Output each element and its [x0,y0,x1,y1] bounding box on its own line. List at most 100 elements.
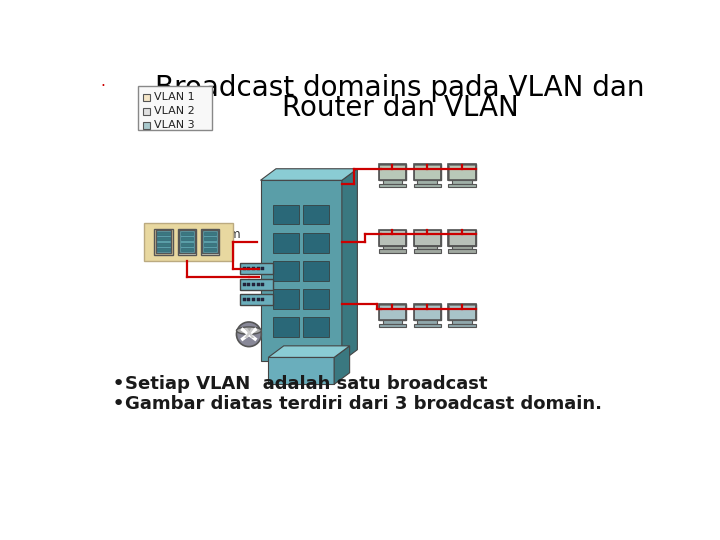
Bar [143,122,150,129]
FancyBboxPatch shape [240,279,274,289]
Bar [243,298,246,301]
Bar [204,237,216,240]
Bar [414,231,440,245]
Text: Broadcast domains pada VLAN dan: Broadcast domains pada VLAN dan [156,74,644,102]
Bar [413,164,441,180]
Bar [204,232,216,235]
Text: X: X [243,327,254,341]
Bar [158,237,170,240]
Bar [449,324,476,327]
Polygon shape [342,168,357,361]
Polygon shape [261,180,342,361]
Bar [303,205,329,225]
Bar [252,298,255,301]
Bar [418,320,437,324]
Text: Setiap VLAN  adalah satu broadcast: Setiap VLAN adalah satu broadcast [125,375,487,393]
Bar [379,305,405,320]
Bar [181,232,193,235]
Text: Gambar diatas terdiri dari 3 broadcast domain.: Gambar diatas terdiri dari 3 broadcast d… [125,395,602,413]
Bar [181,237,193,240]
Bar [382,320,402,324]
Bar [303,317,329,337]
Bar [413,249,441,253]
Bar [273,233,299,253]
Text: VLAN 3: VLAN 3 [153,120,194,130]
Bar [414,165,440,179]
Bar [181,242,193,246]
Bar [248,267,251,271]
Bar [449,304,476,320]
Bar [248,298,251,301]
Bar [379,249,406,253]
Bar [261,298,264,301]
Bar [256,267,260,271]
Bar [379,164,406,180]
Text: VLAN 2: VLAN 2 [153,106,194,116]
Bar [143,94,150,101]
Bar [273,289,299,309]
Polygon shape [269,357,334,384]
Bar [449,164,476,180]
Bar [144,222,233,261]
Bar [449,184,476,187]
Bar [243,267,246,271]
Bar [273,205,299,225]
Polygon shape [261,168,357,180]
Bar [449,164,476,180]
Text: VLAN 1: VLAN 1 [153,92,194,102]
Bar [303,261,329,281]
Bar [382,180,402,184]
Bar [138,85,212,130]
Bar [379,164,406,180]
Bar [248,283,251,286]
Text: •: • [112,394,125,414]
Bar [158,248,170,251]
Bar [379,324,406,327]
Bar [414,305,440,320]
Bar [273,317,299,337]
Bar [243,283,246,286]
Bar [382,246,402,249]
Bar [413,164,441,180]
Bar [379,304,406,320]
Bar [202,231,218,253]
Bar [379,184,406,187]
Polygon shape [269,346,350,357]
Bar [261,283,264,286]
Bar [154,229,173,255]
Bar [449,230,476,246]
Bar [201,229,220,255]
Bar [413,230,441,246]
Bar [273,261,299,281]
Bar [379,231,405,245]
Bar [418,180,437,184]
FancyBboxPatch shape [240,294,274,305]
Text: Router dan VLAN: Router dan VLAN [282,94,518,122]
Text: •: • [112,374,125,394]
Bar [252,267,255,271]
Bar [452,246,472,249]
Bar [413,304,441,320]
Ellipse shape [236,327,261,334]
Bar [449,231,474,245]
Bar [449,249,476,253]
Bar [449,230,476,246]
Bar [204,242,216,246]
Text: Server Farm: Server Farm [169,228,240,241]
Bar [413,184,441,187]
Bar [413,324,441,327]
Bar [379,165,405,179]
Text: .: . [101,74,106,89]
Bar [156,231,171,253]
Bar [256,283,260,286]
Bar [379,230,406,246]
Bar [303,233,329,253]
Bar [158,232,170,235]
Bar [143,108,150,115]
Bar [452,180,472,184]
Bar [303,289,329,309]
Bar [256,298,260,301]
Bar [452,320,472,324]
Bar [449,305,474,320]
Bar [204,248,216,251]
